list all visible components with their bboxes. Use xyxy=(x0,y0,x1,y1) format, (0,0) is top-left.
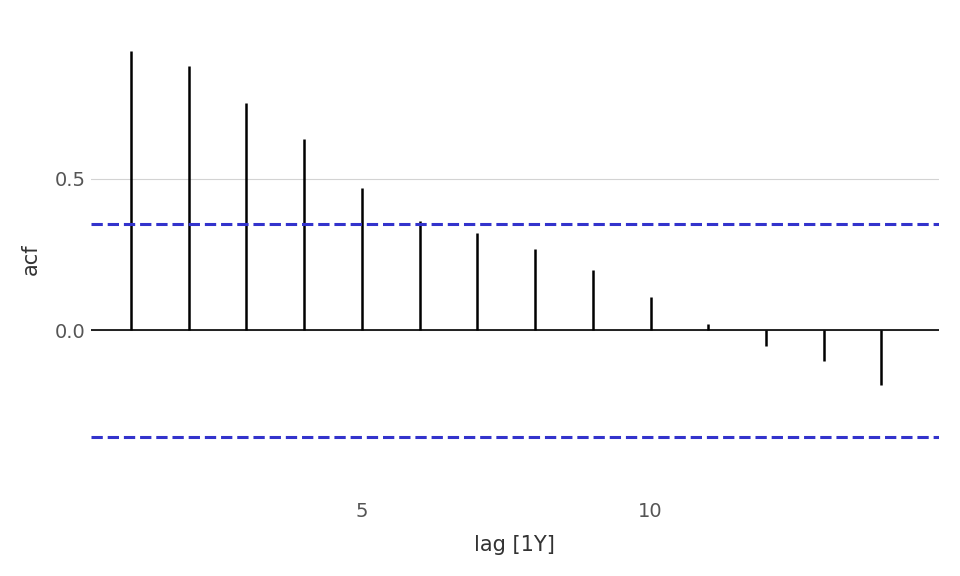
X-axis label: lag [1Y]: lag [1Y] xyxy=(474,535,555,555)
Y-axis label: acf: acf xyxy=(21,243,41,275)
